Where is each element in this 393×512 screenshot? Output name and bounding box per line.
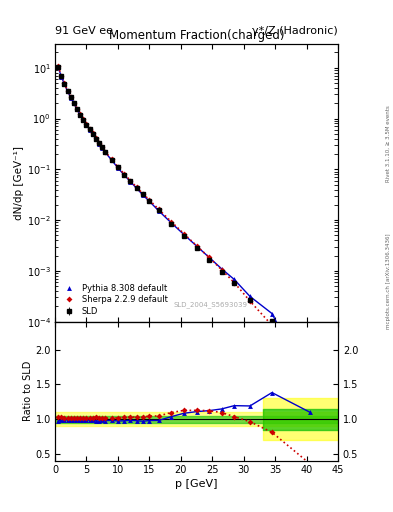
Sherpa 2.2.9 default — [68, 94, 73, 100]
Sherpa 2.2.9 default — [109, 156, 114, 162]
Pythia 8.308 default — [94, 136, 98, 142]
Pythia 8.308 default — [59, 74, 64, 80]
Sherpa 2.2.9 default — [103, 148, 108, 155]
Sherpa 2.2.9 default — [81, 116, 86, 122]
Pythia 8.308 default — [97, 141, 101, 147]
Pythia 8.308 default — [84, 122, 89, 128]
Y-axis label: Ratio to SLD: Ratio to SLD — [23, 361, 33, 421]
Sherpa 2.2.9 default — [307, 407, 312, 413]
Pythia 8.308 default — [62, 81, 67, 87]
Y-axis label: dN/dp [GeV⁻¹]: dN/dp [GeV⁻¹] — [14, 145, 24, 220]
Pythia 8.308 default — [207, 254, 211, 261]
Sherpa 2.2.9 default — [84, 121, 89, 127]
Line: Sherpa 2.2.9 default: Sherpa 2.2.9 default — [56, 64, 312, 412]
Pythia 8.308 default — [307, 382, 312, 389]
Pythia 8.308 default — [81, 117, 86, 123]
Pythia 8.308 default — [194, 243, 199, 249]
Text: mcplots.cern.ch [arXiv:1306.3436]: mcplots.cern.ch [arXiv:1306.3436] — [386, 234, 391, 329]
Sherpa 2.2.9 default — [72, 100, 76, 106]
Sherpa 2.2.9 default — [169, 219, 174, 225]
Sherpa 2.2.9 default — [62, 80, 67, 87]
Pythia 8.308 default — [103, 150, 108, 156]
Sherpa 2.2.9 default — [100, 144, 105, 150]
Pythia 8.308 default — [116, 165, 120, 171]
Text: SLD_2004_S5693039: SLD_2004_S5693039 — [174, 301, 248, 308]
Sherpa 2.2.9 default — [90, 131, 95, 137]
Sherpa 2.2.9 default — [156, 206, 161, 212]
Pythia 8.308 default — [109, 157, 114, 163]
Sherpa 2.2.9 default — [219, 267, 224, 273]
Sherpa 2.2.9 default — [97, 140, 101, 146]
Sherpa 2.2.9 default — [270, 322, 274, 328]
Sherpa 2.2.9 default — [87, 126, 92, 132]
Pythia 8.308 default — [72, 100, 76, 106]
Pythia 8.308 default — [56, 64, 61, 70]
Sherpa 2.2.9 default — [122, 171, 127, 177]
Pythia 8.308 default — [141, 192, 145, 198]
Sherpa 2.2.9 default — [248, 298, 252, 304]
Sherpa 2.2.9 default — [134, 184, 139, 190]
Text: 91 GeV ee: 91 GeV ee — [55, 26, 113, 36]
Sherpa 2.2.9 default — [141, 190, 145, 197]
Sherpa 2.2.9 default — [94, 135, 98, 141]
Sherpa 2.2.9 default — [194, 243, 199, 249]
Text: γ*/Z (Hadronic): γ*/Z (Hadronic) — [252, 26, 338, 36]
Pythia 8.308 default — [270, 310, 274, 316]
Line: Pythia 8.308 default: Pythia 8.308 default — [56, 65, 312, 388]
Pythia 8.308 default — [182, 231, 186, 238]
Pythia 8.308 default — [248, 293, 252, 300]
Pythia 8.308 default — [128, 179, 133, 185]
Sherpa 2.2.9 default — [116, 164, 120, 170]
Pythia 8.308 default — [169, 220, 174, 226]
Pythia 8.308 default — [78, 112, 83, 118]
Pythia 8.308 default — [232, 276, 237, 283]
Pythia 8.308 default — [219, 266, 224, 272]
Sherpa 2.2.9 default — [75, 105, 79, 112]
Legend: Pythia 8.308 default, Sherpa 2.2.9 default, SLD: Pythia 8.308 default, Sherpa 2.2.9 defau… — [59, 282, 169, 317]
Sherpa 2.2.9 default — [182, 230, 186, 237]
Pythia 8.308 default — [147, 198, 152, 204]
Sherpa 2.2.9 default — [207, 254, 211, 261]
Pythia 8.308 default — [134, 185, 139, 191]
Pythia 8.308 default — [90, 131, 95, 137]
Sherpa 2.2.9 default — [56, 63, 61, 69]
Sherpa 2.2.9 default — [128, 178, 133, 184]
Pythia 8.308 default — [75, 106, 79, 112]
Pythia 8.308 default — [100, 145, 105, 151]
Pythia 8.308 default — [65, 88, 70, 94]
Sherpa 2.2.9 default — [59, 73, 64, 79]
Pythia 8.308 default — [68, 95, 73, 101]
Pythia 8.308 default — [87, 127, 92, 133]
Text: Rivet 3.1.10, ≥ 3.5M events: Rivet 3.1.10, ≥ 3.5M events — [386, 105, 391, 182]
Sherpa 2.2.9 default — [147, 197, 152, 203]
Pythia 8.308 default — [156, 208, 161, 214]
Sherpa 2.2.9 default — [65, 88, 70, 94]
Sherpa 2.2.9 default — [232, 280, 237, 286]
Sherpa 2.2.9 default — [78, 111, 83, 117]
Title: Momentum Fraction(charged): Momentum Fraction(charged) — [109, 29, 284, 42]
X-axis label: p [GeV]: p [GeV] — [175, 479, 218, 489]
Pythia 8.308 default — [122, 172, 127, 178]
